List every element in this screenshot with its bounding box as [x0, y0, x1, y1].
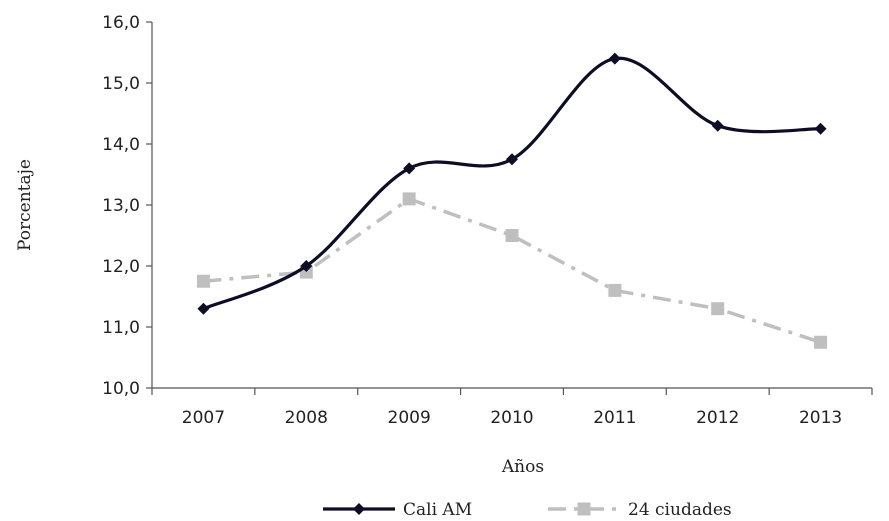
- data-point-24-ciudades: [196, 274, 210, 288]
- data-point-cali-am: [197, 302, 210, 315]
- y-axis-title: Porcentaje: [15, 159, 35, 251]
- plot-area: 10,0 11,0 12,0 13,0 14,0 15,0 16,0 2007 2008 2009…: [102, 13, 873, 428]
- data-point-cali-am: [608, 52, 621, 65]
- data-point-cali-am: [506, 153, 518, 166]
- x-axis-title: Años: [501, 457, 544, 477]
- legend-marker-24-ciudades: [577, 502, 591, 516]
- y-tick-label: 16,0: [102, 13, 140, 33]
- y-tick-label: 10,0: [102, 379, 140, 399]
- data-point-cali-am: [711, 119, 724, 132]
- data-point-cali-am: [814, 122, 827, 135]
- x-tick-label: 2013: [799, 408, 842, 428]
- x-tick-label: 2007: [182, 408, 225, 428]
- legend-label-24-ciudades: 24 ciudades: [628, 500, 732, 520]
- y-tick-label: 12,0: [102, 257, 140, 277]
- y-tick-label: 13,0: [102, 196, 140, 216]
- y-tick-label: 14,0: [102, 135, 140, 155]
- legend: Cali AM 24 ciudades: [323, 500, 732, 520]
- data-point-24-ciudades: [505, 229, 519, 242]
- x-tick-label: 2011: [593, 408, 636, 428]
- x-tick-label: 2008: [285, 408, 328, 428]
- y-tick-label: 11,0: [102, 318, 140, 338]
- legend-label-cali-am: Cali AM: [403, 500, 472, 520]
- data-point-24-ciudades: [814, 335, 828, 349]
- y-tick-label: 15,0: [102, 74, 140, 94]
- legend-marker-cali-am: [353, 503, 365, 515]
- x-tick-label: 2010: [490, 408, 533, 428]
- data-point-24-ciudades: [402, 192, 416, 206]
- data-point-24-ciudades: [608, 283, 622, 297]
- data-point-24-ciudades: [711, 302, 725, 316]
- x-tick-label: 2009: [388, 408, 431, 428]
- series-line-cali-am: [202, 56, 821, 311]
- data-point-cali-am: [300, 260, 313, 272]
- data-point-cali-am: [403, 162, 416, 175]
- x-tick-label: 2012: [696, 408, 739, 428]
